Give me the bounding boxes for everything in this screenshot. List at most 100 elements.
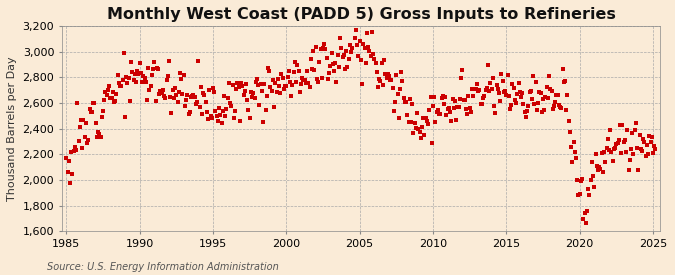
Point (535, 91, 546, 95)
Point (424, 108, 435, 112)
Point (541, 85, 552, 90)
Point (255, 82, 266, 86)
Point (263, 66, 273, 70)
Point (337, 55, 348, 59)
Point (439, 102, 450, 106)
Point (155, 88, 166, 93)
Point (617, 123, 628, 127)
Point (325, 64, 335, 68)
Point (529, 102, 540, 106)
Point (489, 103, 500, 108)
Point (395, 87, 406, 91)
Point (554, 102, 564, 107)
Point (629, 128, 640, 133)
Point (423, 122, 433, 126)
Point (511, 100, 522, 105)
Point (146, 73, 157, 78)
Point (474, 88, 485, 92)
Point (314, 59, 325, 64)
Point (279, 87, 290, 91)
Point (552, 92, 563, 97)
Point (154, 92, 165, 96)
Point (258, 120, 269, 124)
Point (505, 106, 516, 111)
Point (71, 148, 82, 152)
Point (508, 86, 519, 90)
Point (510, 98, 520, 103)
Point (506, 103, 516, 107)
Point (288, 69, 299, 74)
Point (320, 47, 331, 51)
Point (124, 99, 135, 103)
Point (294, 89, 305, 94)
Point (265, 84, 276, 89)
Point (647, 134, 657, 139)
Point (370, 61, 381, 66)
Point (611, 142, 622, 146)
Point (169, 96, 180, 100)
Point (576, 179, 587, 183)
Point (140, 79, 151, 84)
Point (306, 67, 317, 71)
Point (386, 77, 397, 82)
Point (564, 130, 575, 134)
Point (385, 78, 396, 82)
Point (398, 96, 409, 101)
Point (591, 164, 602, 169)
Point (356, 58, 367, 62)
Point (427, 104, 438, 109)
Point (573, 193, 584, 197)
Point (240, 89, 250, 93)
Point (373, 85, 383, 89)
Point (166, 111, 177, 115)
Point (163, 58, 174, 63)
Point (528, 74, 539, 79)
Point (309, 68, 320, 72)
Point (502, 72, 513, 77)
Point (550, 100, 561, 104)
Point (513, 81, 524, 85)
Point (603, 148, 614, 152)
Point (341, 49, 352, 53)
Point (458, 97, 469, 102)
Point (606, 150, 617, 155)
Point (501, 93, 512, 97)
Point (246, 95, 257, 100)
Point (113, 80, 124, 85)
Point (163, 74, 173, 78)
Point (415, 136, 426, 140)
Point (228, 116, 239, 120)
Point (308, 49, 319, 53)
Point (136, 80, 147, 84)
Point (562, 92, 573, 97)
Point (359, 46, 370, 50)
Point (100, 90, 111, 94)
Point (230, 109, 240, 114)
Point (150, 99, 161, 103)
Point (293, 69, 304, 73)
Point (409, 121, 420, 125)
Point (585, 177, 596, 182)
Point (159, 94, 169, 98)
Point (130, 79, 141, 84)
Point (297, 76, 308, 80)
Point (572, 177, 583, 182)
Point (122, 81, 133, 85)
Point (344, 42, 355, 47)
Point (74, 125, 85, 129)
Point (594, 164, 605, 169)
Point (313, 79, 323, 84)
Point (639, 140, 650, 144)
Point (156, 90, 167, 95)
Point (221, 107, 232, 111)
Point (649, 144, 659, 148)
Point (112, 72, 123, 77)
Point (67, 172, 78, 177)
Point (451, 118, 462, 123)
Point (518, 101, 529, 106)
Point (599, 150, 610, 155)
Point (261, 94, 272, 98)
Point (213, 119, 223, 123)
Point (171, 92, 182, 97)
Point (232, 81, 243, 85)
